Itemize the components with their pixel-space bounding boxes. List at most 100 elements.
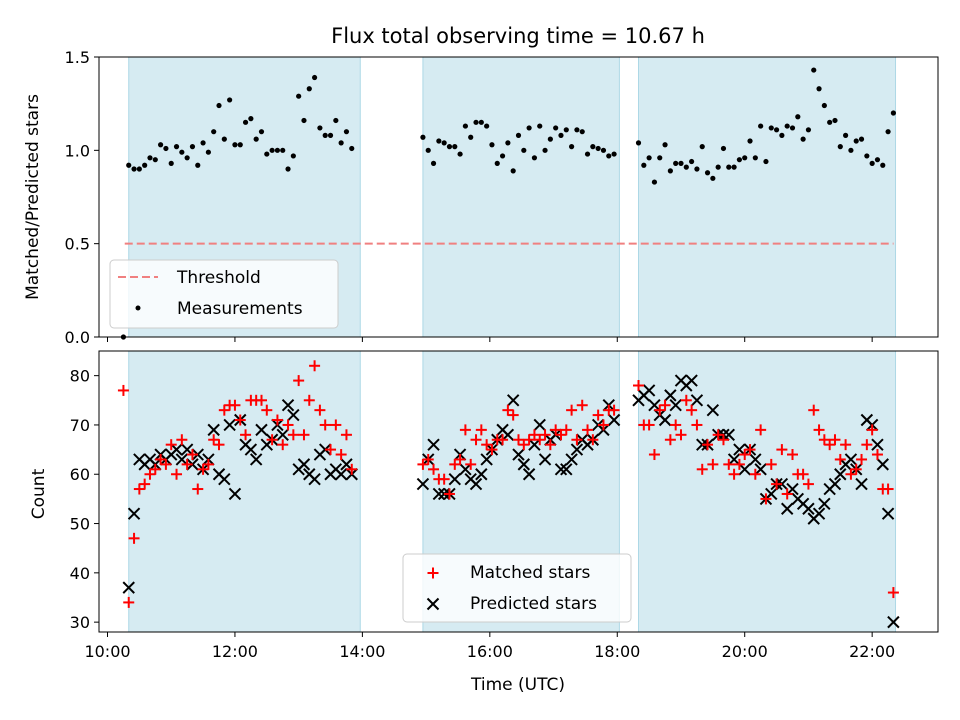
predicted-stars-point xyxy=(690,394,704,407)
predicted-stars-point xyxy=(802,502,815,515)
predicted-stars-point xyxy=(669,399,682,412)
x-axis-label: Time (UTC) xyxy=(470,675,565,695)
predicted-stars-point xyxy=(642,384,656,397)
x-tick-label: 16:00 xyxy=(467,642,513,661)
matched-stars-point xyxy=(287,429,299,441)
count-y-label: Count xyxy=(29,468,49,519)
measurement-point xyxy=(211,129,217,135)
predicted-stars-point xyxy=(287,408,300,422)
predicted-stars-point xyxy=(512,448,525,461)
predicted-stars-point xyxy=(733,443,746,456)
matched-stars-point xyxy=(513,434,524,446)
measurement-point xyxy=(874,157,881,163)
measurement-point xyxy=(349,145,355,152)
matched-stars-point xyxy=(664,434,676,446)
observing-interval xyxy=(128,350,361,633)
measurement-point xyxy=(317,125,323,131)
measurement-point xyxy=(816,86,822,92)
predicted-stars-point xyxy=(528,438,541,451)
matched-stars-point xyxy=(856,453,868,465)
matched-stars-point xyxy=(755,424,767,436)
y-tick-label: 30 xyxy=(70,613,90,632)
predicted-stars-point xyxy=(706,403,720,417)
measurement-point xyxy=(673,160,679,166)
matched-stars-point xyxy=(218,404,230,416)
matched-stars-point xyxy=(861,439,873,451)
matched-stars-point xyxy=(229,399,241,411)
matched-stars-point xyxy=(497,434,509,446)
predicted-stars-point xyxy=(427,438,440,451)
measurement-point xyxy=(515,132,522,138)
matched-stars-point xyxy=(197,463,209,475)
matched-stars-point xyxy=(576,399,588,411)
legend-measurements: Measurements xyxy=(177,299,303,319)
predicted-stars-point xyxy=(281,399,295,412)
measurement-point xyxy=(821,102,827,109)
matched-stars-point xyxy=(160,458,172,470)
measurement-point xyxy=(800,136,806,142)
measurement-point xyxy=(827,119,833,125)
matched-stars-point xyxy=(213,439,225,451)
matched-stars-point xyxy=(834,453,846,465)
measurement-point xyxy=(441,140,447,146)
matched-stars-point xyxy=(303,394,315,406)
measurement-point xyxy=(478,119,484,125)
predicted-stars-point xyxy=(276,428,289,442)
matched-stars-point xyxy=(550,424,562,436)
measurement-point xyxy=(420,134,426,140)
predicted-stars-point xyxy=(340,458,353,471)
measurement-point xyxy=(333,117,339,124)
matched-stars-point xyxy=(155,453,167,465)
matched-stars-point xyxy=(808,404,820,416)
matched-stars-point xyxy=(470,434,482,446)
predicted-stars-point xyxy=(180,443,194,456)
matched-stars-point xyxy=(449,458,461,470)
predicted-stars-point xyxy=(501,428,515,442)
matched-stars-point xyxy=(139,478,151,490)
predicted-stars-point xyxy=(308,472,321,486)
matched-stars-point xyxy=(346,463,358,475)
ratio-panel: 0.0 0.5 1.0 1.5 Matched/Predicted stars Thr… xyxy=(23,48,939,347)
measurement-point xyxy=(468,134,474,140)
count-panel: 30 40 50 60 70 80 10:00 12:00 14:00 16:00 18:00 20… xyxy=(29,350,939,695)
measurement-point xyxy=(553,125,559,131)
matched-stars-point xyxy=(818,434,830,446)
measurement-point xyxy=(832,117,838,124)
matched-stars-point xyxy=(829,434,841,446)
legend-threshold: Threshold xyxy=(176,268,261,288)
count-legend: Matched stars Predicted stars xyxy=(402,553,632,623)
matched-legend-swatch xyxy=(427,567,439,579)
matched-stars-point xyxy=(696,463,708,475)
measurement-point xyxy=(848,147,854,153)
measurement-point xyxy=(704,170,711,176)
matched-stars-point xyxy=(866,424,878,436)
measurement-point xyxy=(641,162,647,168)
measurement-point xyxy=(173,144,180,150)
measurement-point xyxy=(195,162,201,168)
predicted-stars-point xyxy=(828,477,842,491)
measurement-point xyxy=(227,97,233,103)
y-tick-label: 70 xyxy=(70,416,90,435)
matched-stars-point xyxy=(765,458,777,470)
measurement-point xyxy=(795,114,801,120)
measurement-point xyxy=(446,144,453,150)
ratio-x-ticks xyxy=(106,337,873,342)
count-y-axis: 30 40 50 60 70 80 xyxy=(70,367,99,632)
matched-stars-point xyxy=(882,483,894,495)
ratio-legend: Threshold Measurements xyxy=(109,259,339,329)
measurement-point xyxy=(430,160,437,166)
matched-stars-point xyxy=(518,439,530,451)
measurement-point xyxy=(563,127,569,133)
predicted-stars-point xyxy=(648,399,661,412)
predicted-stars-point xyxy=(844,453,858,466)
matched-stars-point xyxy=(850,463,862,475)
matched-stars-point xyxy=(813,424,825,436)
predicted-stars-point xyxy=(871,438,884,451)
measurement-point xyxy=(699,144,705,150)
matched-stars-point xyxy=(330,419,342,431)
matched-stars-point xyxy=(144,468,156,480)
matched-stars-point xyxy=(202,458,214,470)
matched-stars-point xyxy=(443,488,455,500)
count-points xyxy=(117,360,900,629)
measurement-point xyxy=(510,168,516,174)
